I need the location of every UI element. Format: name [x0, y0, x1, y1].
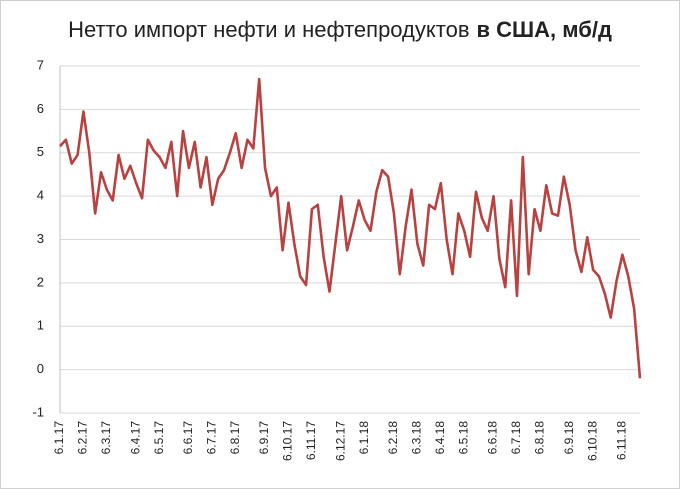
x-tick-label: 6.3.17: [99, 421, 113, 455]
x-tick-label: 6.10.18: [585, 421, 599, 461]
x-tick-label: 6.6.18: [486, 421, 500, 455]
title-part: в США, мб/д: [477, 17, 612, 42]
x-tick-label: 6.11.18: [615, 421, 629, 460]
y-tick-label: 1: [37, 318, 44, 333]
x-tick-label: 6.7.17: [204, 421, 218, 455]
y-tick-label: -1: [32, 404, 44, 419]
x-tick-label: 6.8.17: [228, 421, 242, 455]
x-tick-label: 6.2.18: [386, 421, 400, 455]
x-tick-label: 6.1.18: [357, 421, 371, 455]
x-tick-label: 6.8.18: [533, 421, 547, 455]
x-tick-label: 6.5.17: [152, 421, 166, 455]
x-tick-label: 6.6.17: [181, 421, 195, 455]
x-tick-label: 6.5.18: [456, 421, 470, 455]
y-tick-label: 7: [37, 57, 44, 72]
y-tick-label: 5: [37, 144, 44, 159]
y-tick-label: 3: [37, 231, 44, 246]
y-tick-label: 6: [37, 101, 44, 116]
y-tick-label: 0: [37, 361, 44, 376]
chart-title: Нетто импорт нефти и нефтепродуктов в США…: [68, 17, 612, 42]
x-tick-label: 6.9.17: [257, 421, 271, 455]
x-tick-label: 6.12.17: [333, 421, 347, 461]
x-tick-label: 6.9.18: [562, 421, 576, 455]
x-tick-label: 6.11.17: [304, 421, 318, 460]
title-part: Нетто импорт нефти и нефтепродуктов: [68, 17, 469, 42]
x-tick-label: 6.3.18: [410, 421, 424, 455]
data-line: [59, 77, 642, 379]
x-tick-label: 6.10.17: [281, 421, 295, 461]
x-tick-label: 6.1.17: [52, 421, 66, 455]
x-tick-label: 6.7.18: [509, 421, 523, 455]
x-tick-label: 6.4.17: [128, 421, 142, 455]
x-tick-label: 6.4.18: [433, 421, 447, 455]
y-tick-label: 2: [37, 274, 44, 289]
x-tick-label: 6.2.17: [76, 421, 90, 455]
y-tick-label: 4: [37, 188, 44, 203]
